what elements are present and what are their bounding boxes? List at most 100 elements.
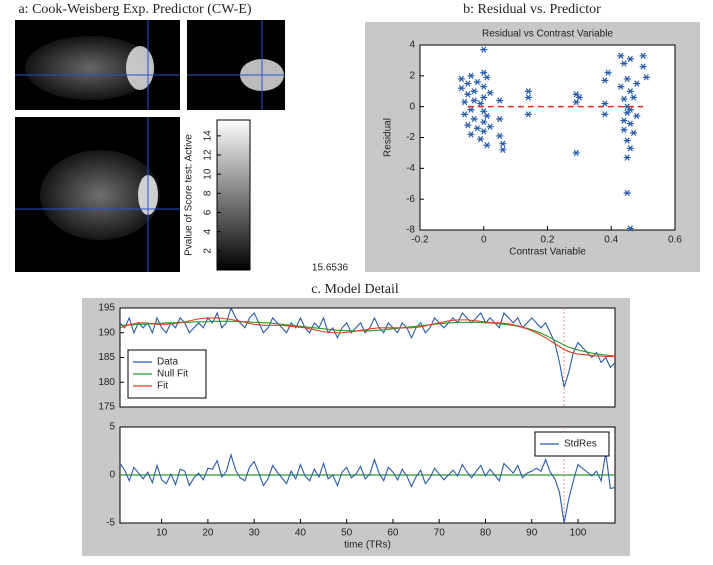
- y-tick-label: -8: [406, 225, 415, 236]
- x-tick-label: 30: [249, 528, 261, 539]
- point: [626, 225, 634, 232]
- legend-label: StdRes: [564, 439, 597, 450]
- point: [626, 55, 634, 63]
- point: [630, 94, 638, 101]
- point: [524, 111, 532, 118]
- point: [626, 106, 634, 113]
- point: [480, 83, 488, 90]
- colorbar-tick-label: 14: [203, 130, 214, 142]
- point: [601, 111, 609, 118]
- colorbar-tick-label: 8: [203, 190, 214, 196]
- point: [623, 154, 631, 161]
- y-tick-label: 2: [409, 70, 415, 81]
- x-tick-label: 70: [434, 528, 446, 539]
- x-tick-label: 90: [526, 528, 538, 539]
- y-tick-label: 185: [98, 352, 115, 363]
- chart-title: Residual vs Contrast Variable: [482, 29, 613, 40]
- y-tick-label: 4: [409, 40, 415, 51]
- point: [496, 115, 504, 123]
- legend-label: Null Fit: [157, 369, 188, 380]
- x-tick-label: -0.2: [411, 235, 429, 246]
- series-line: [119, 317, 615, 358]
- y-tick-label: 195: [98, 303, 115, 314]
- point: [620, 95, 628, 103]
- point: [496, 132, 504, 140]
- point: [604, 69, 612, 76]
- x-tick-label: 20: [202, 528, 214, 539]
- point: [639, 52, 647, 59]
- x-tick-label: 0.4: [604, 235, 618, 246]
- point: [496, 97, 504, 104]
- point: [457, 85, 465, 92]
- series-line: [119, 452, 616, 524]
- point: [480, 46, 488, 53]
- point: [480, 118, 488, 126]
- y-tick-label: -5: [106, 518, 115, 529]
- point: [470, 115, 478, 123]
- point: [623, 109, 631, 116]
- point: [464, 80, 472, 87]
- point: [464, 122, 472, 129]
- point: [572, 149, 580, 157]
- point: [524, 88, 532, 95]
- point: [470, 88, 478, 95]
- point: [473, 125, 481, 132]
- point: [480, 94, 488, 101]
- legend-label: Data: [157, 357, 179, 368]
- point: [623, 137, 631, 144]
- point: [483, 142, 491, 149]
- colorbar-label: Pvalue of Score test: Active: [184, 134, 195, 256]
- x-tick-label: 0: [481, 235, 487, 246]
- point: [486, 89, 494, 96]
- point: [461, 98, 469, 106]
- y-tick-label: -2: [406, 132, 415, 143]
- point: [623, 189, 631, 197]
- point: [626, 88, 634, 95]
- point: [620, 126, 628, 133]
- panel-title: a: Cook-Weisberg Exp. Predictor (CW-E): [18, 2, 251, 17]
- colorbar-max: 15.6536: [312, 263, 349, 274]
- point: [601, 77, 609, 84]
- point: [467, 131, 475, 138]
- point: [486, 123, 494, 130]
- point: [470, 97, 478, 104]
- y-tick-label: 190: [98, 327, 115, 338]
- y-tick-label: -4: [406, 163, 415, 174]
- colorbar-tick-label: 6: [203, 209, 214, 215]
- point: [499, 140, 507, 147]
- plot-area: [419, 44, 676, 231]
- colorbar-tick-label: 10: [203, 168, 214, 180]
- x-axis-label: Contrast Variable: [509, 247, 586, 258]
- point: [575, 94, 583, 101]
- point: [467, 72, 475, 79]
- point: [483, 112, 491, 120]
- activation: [126, 46, 154, 90]
- x-tick-label: 40: [295, 528, 307, 539]
- point: [626, 145, 634, 152]
- point: [457, 75, 465, 83]
- y-tick-label: 0: [109, 470, 115, 481]
- point: [620, 117, 628, 124]
- point: [601, 100, 609, 107]
- point: [617, 83, 625, 90]
- point: [467, 106, 475, 113]
- y-axis-label: Residual: [383, 118, 394, 157]
- x-axis-label: time (TRs): [344, 540, 391, 551]
- point: [524, 94, 532, 101]
- point: [461, 111, 469, 118]
- colorbar-tick-label: 2: [203, 248, 214, 254]
- point: [623, 75, 631, 83]
- colorbar: [216, 119, 251, 271]
- y-tick-label: -6: [406, 194, 415, 205]
- colorbar-tick-label: 4: [203, 228, 214, 234]
- y-tick-label: 175: [98, 402, 115, 413]
- point: [480, 128, 488, 135]
- x-tick-label: 0.2: [541, 235, 555, 246]
- brain-region: [40, 150, 160, 240]
- x-tick-label: 100: [570, 528, 587, 539]
- point: [630, 129, 638, 137]
- point: [633, 112, 641, 120]
- point: [473, 78, 481, 86]
